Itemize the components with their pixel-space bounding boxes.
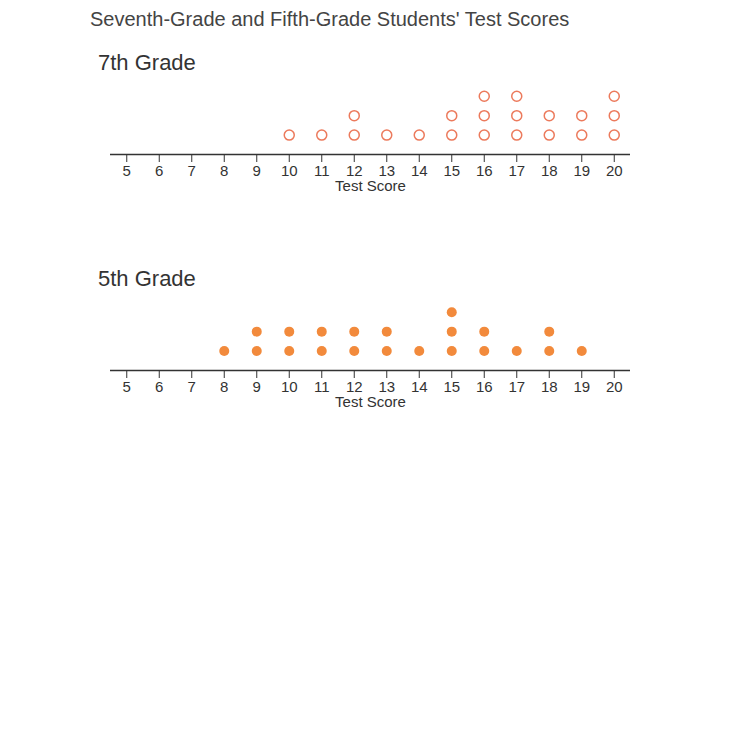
svg-text:9: 9 (253, 162, 261, 179)
svg-text:5: 5 (123, 378, 131, 395)
svg-text:19: 19 (573, 162, 590, 179)
svg-text:15: 15 (443, 378, 460, 395)
svg-text:17: 17 (508, 378, 525, 395)
html-text:5th Grade: 5th Grade (98, 266, 196, 291)
svg-text:7: 7 (188, 378, 196, 395)
svg-text:6: 6 (155, 378, 163, 395)
svg-text:6: 6 (155, 162, 163, 179)
html-text:7th Grade: 7th Grade (98, 50, 196, 75)
svg-text:16: 16 (476, 162, 493, 179)
svg-text:10: 10 (281, 162, 298, 179)
svg-text:11: 11 (314, 378, 330, 395)
svg-text:18: 18 (541, 378, 558, 395)
svg-text:13: 13 (378, 162, 396, 180)
svg-text:13: 13 (378, 378, 396, 396)
svg-text:17: 17 (508, 162, 525, 179)
svg-text:12: 12 (345, 162, 363, 180)
svg-text:8: 8 (220, 162, 228, 179)
svg-text:15: 15 (443, 162, 460, 179)
html-text:Seventh-Grade and Fifth-Grade: Seventh-Grade and Fifth-Grade Students' … (90, 8, 570, 30)
svg-text:8: 8 (220, 378, 228, 395)
svg-text:Test Score: Test Score (335, 393, 406, 410)
svg-text:Test Score: Test Score (335, 177, 406, 194)
svg-text:7: 7 (188, 162, 196, 179)
svg-text:18: 18 (541, 162, 558, 179)
svg-text:20: 20 (606, 378, 623, 395)
svg-text:14: 14 (411, 162, 428, 179)
svg-text:14: 14 (411, 378, 428, 395)
svg-text:19: 19 (573, 378, 590, 395)
svg-text:20: 20 (606, 162, 623, 179)
svg-text:16: 16 (476, 378, 493, 395)
svg-text:9: 9 (253, 378, 261, 395)
svg-text:10: 10 (281, 378, 298, 395)
svg-text:12: 12 (345, 378, 363, 396)
svg-text:5: 5 (123, 162, 131, 179)
svg-text:11: 11 (314, 162, 330, 179)
